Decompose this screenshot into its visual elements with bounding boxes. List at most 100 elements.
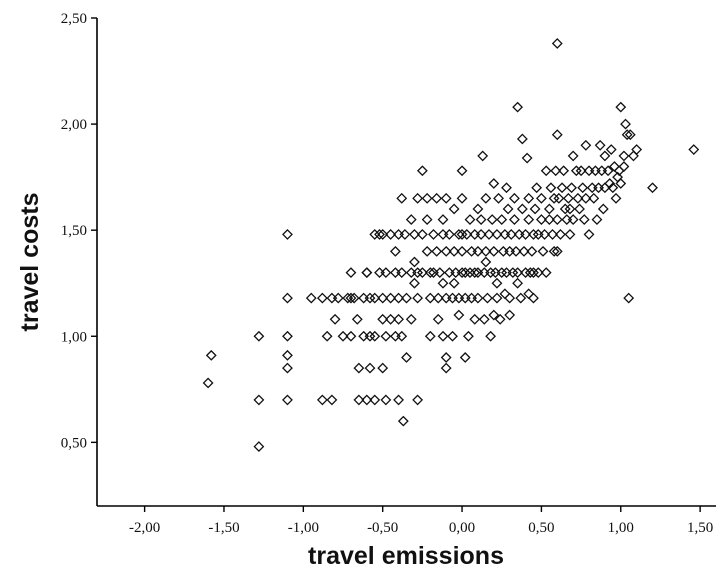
scatter-point — [551, 129, 563, 141]
scatter-point — [520, 228, 531, 240]
scatter-point — [548, 245, 560, 257]
scatter-point — [432, 292, 444, 304]
scatter-point — [456, 267, 468, 279]
scatter-point — [205, 349, 217, 361]
scatter-point — [437, 330, 449, 342]
scatter-point — [428, 267, 439, 279]
scatter-point — [618, 161, 630, 172]
y-tick-label: 2,50 — [61, 11, 87, 27]
scatter-point — [516, 203, 528, 215]
scatter-point — [469, 267, 481, 279]
scatter-point — [421, 214, 433, 225]
scatter-point — [396, 192, 408, 204]
scatter-point — [282, 349, 293, 361]
scatter-point — [351, 313, 363, 325]
scatter-point — [572, 192, 584, 204]
scatter-point — [550, 165, 562, 177]
scatter-point — [412, 267, 424, 279]
scatter-point — [440, 362, 452, 374]
scatter-point — [282, 228, 293, 240]
scatter-point — [358, 330, 370, 342]
scatter-point — [505, 228, 517, 240]
scatter-point — [504, 245, 516, 257]
scatter-point — [594, 139, 606, 151]
scatter-point — [496, 267, 508, 279]
scatter-point — [482, 292, 493, 304]
scatter-point — [448, 245, 460, 257]
scatter-point — [448, 277, 460, 289]
scatter-point — [512, 277, 524, 289]
scatter-point — [374, 228, 385, 240]
x-tick-label: -1,50 — [208, 520, 239, 536]
scatter-point — [537, 245, 549, 257]
scatter-point — [512, 267, 524, 279]
x-tick-label: 1,50 — [687, 520, 713, 536]
scatter-point — [472, 245, 484, 257]
scatter-point — [377, 228, 389, 240]
scatter-point — [491, 228, 503, 240]
scatter-point — [558, 165, 570, 177]
scatter-point — [337, 330, 349, 342]
scatter-point — [605, 144, 617, 155]
scatter-point — [620, 118, 631, 130]
scatter-point — [369, 228, 381, 240]
scatter-point — [688, 144, 700, 155]
scatter-point — [597, 203, 609, 215]
scatter-point — [488, 178, 500, 189]
scatter-point — [456, 245, 468, 257]
scatter-point — [464, 214, 476, 225]
scatter-point — [447, 292, 458, 304]
x-axis-title: travel emissions — [308, 542, 504, 570]
scatter-point — [529, 203, 541, 215]
scatter-point — [253, 441, 265, 453]
scatter-point — [353, 362, 365, 374]
scatter-point — [543, 203, 555, 215]
scatter-point — [521, 152, 533, 164]
scatter-point — [499, 288, 511, 300]
y-axis-title: travel costs — [16, 193, 44, 332]
scatter-point — [564, 203, 576, 215]
scatter-point — [580, 192, 592, 204]
scatter-point — [618, 150, 630, 162]
scatter-point — [599, 150, 611, 162]
scatter-point — [437, 214, 449, 225]
scatter-point — [475, 214, 487, 225]
scatter-point — [364, 362, 376, 374]
y-axis-ticks: 0,50 1,00 1,50 2,00 2,50 — [61, 11, 97, 451]
scatter-point — [593, 182, 604, 194]
scatter-point — [326, 394, 338, 406]
scatter-point — [509, 192, 520, 204]
scatter-point — [397, 415, 409, 427]
scatter-point — [253, 394, 265, 406]
scatter-point — [412, 192, 424, 204]
scatter-point — [321, 330, 333, 342]
scatter-point — [409, 256, 420, 268]
scatter-point — [586, 182, 598, 194]
scatter-point — [602, 165, 614, 177]
scatter-point — [447, 330, 458, 342]
scatter-point — [440, 352, 452, 363]
scatter-point — [393, 313, 404, 325]
scatter-point — [456, 192, 468, 204]
scatter-point — [424, 330, 436, 342]
scatter-point — [496, 214, 508, 225]
scatter-point — [485, 330, 497, 342]
scatter-point — [528, 267, 539, 279]
scatter-point — [494, 313, 506, 325]
scatter-point — [464, 267, 476, 279]
scatter-point — [332, 292, 344, 304]
scatter-point — [567, 150, 579, 162]
scatter-point — [456, 165, 468, 177]
scatter-point — [453, 228, 465, 240]
scatter-point — [405, 267, 417, 279]
scatter-point — [282, 292, 293, 304]
scatter-point — [424, 292, 436, 304]
scatter-point — [342, 292, 354, 304]
scatter-point — [575, 165, 587, 177]
scatter-point — [416, 228, 428, 240]
scatter-point — [615, 178, 627, 189]
scatter-point — [545, 182, 557, 194]
scatter-point — [412, 394, 424, 406]
scatter-point — [345, 292, 357, 304]
scatter-point — [396, 267, 408, 279]
